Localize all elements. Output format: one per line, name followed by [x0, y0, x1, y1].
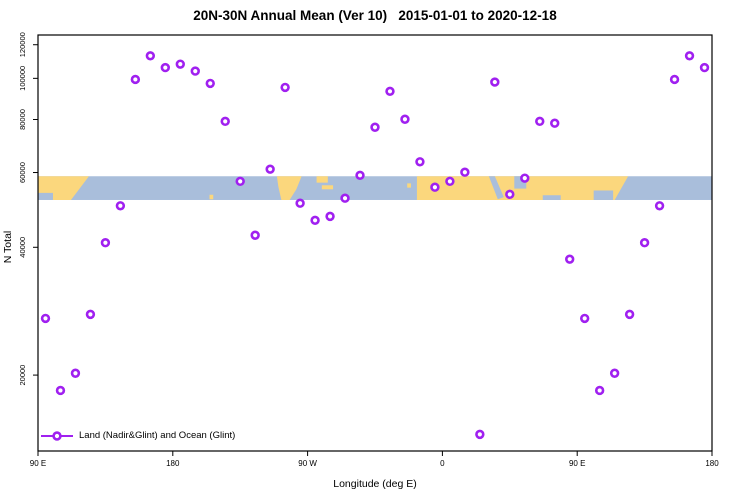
data-point	[250, 230, 260, 240]
x-tick-label: 180	[705, 459, 719, 468]
data-point	[460, 167, 470, 177]
y-tick-label: 20000	[18, 365, 27, 386]
x-axis-label: Longitude (deg E)	[333, 478, 417, 490]
data-point	[699, 62, 710, 73]
data-point	[175, 59, 185, 69]
land-shape-asia-west	[38, 176, 89, 200]
data-point	[594, 385, 605, 396]
x-tick-label: 0	[440, 459, 445, 468]
data-point	[415, 157, 425, 167]
water-cut-red-sea	[488, 176, 504, 200]
y-tick-label: 120000	[18, 32, 27, 57]
data-point	[145, 51, 156, 61]
land-shape-canary	[407, 183, 411, 188]
data-point	[70, 368, 81, 378]
y-tick-label: 100000	[18, 66, 27, 91]
data-point	[505, 189, 515, 200]
data-point	[490, 77, 500, 87]
water-cut-persian-gulf	[514, 176, 527, 189]
data-point	[205, 78, 215, 89]
data-point	[280, 82, 290, 93]
data-point	[85, 309, 96, 320]
data-point	[609, 368, 620, 378]
data-point	[639, 238, 650, 248]
data-point	[295, 198, 305, 208]
data-point	[654, 201, 665, 211]
data-point	[220, 116, 230, 127]
data-point	[40, 313, 51, 324]
data-point	[475, 429, 485, 440]
data-point	[565, 254, 575, 264]
x-tick-label: 180	[166, 459, 180, 468]
data-point	[325, 211, 335, 222]
data-point	[430, 182, 440, 192]
y-tick-label: 60000	[18, 162, 27, 183]
data-point	[669, 74, 680, 85]
data-point	[235, 176, 245, 187]
water-cut-bay-of-bengal	[593, 190, 614, 200]
data-point	[265, 164, 275, 174]
chart-title: 20N-30N Annual Mean (Ver 10) 2015-01-01 …	[193, 8, 557, 23]
data-point	[535, 116, 545, 127]
data-point	[115, 201, 126, 211]
data-point	[370, 122, 380, 132]
legend-label: Land (Nadir&Glint) and Ocean (Glint)	[79, 430, 236, 441]
data-point	[130, 74, 141, 85]
data-point	[190, 66, 200, 76]
land-shape-cuba	[321, 185, 334, 190]
data-point	[100, 238, 111, 248]
data-point	[55, 385, 66, 396]
data-point	[310, 215, 320, 226]
data-point	[445, 176, 455, 187]
data-point	[684, 51, 695, 61]
data-point	[579, 313, 590, 324]
data-point	[624, 309, 635, 320]
y-tick-label: 40000	[18, 237, 27, 258]
y-tick-label: 80000	[18, 109, 27, 130]
legend-marker-circle	[52, 431, 62, 441]
water-cut-arabian-sea	[542, 195, 561, 200]
land-shape-hawaii	[209, 194, 214, 200]
data-point	[400, 114, 410, 124]
data-point	[550, 118, 560, 128]
data-point	[160, 62, 171, 73]
data-point	[385, 86, 395, 97]
data-point	[355, 170, 365, 181]
plot-border	[37, 34, 713, 452]
land-shape-mexico	[276, 176, 302, 200]
y-axis-label: N Total	[2, 230, 14, 264]
data-point	[520, 173, 530, 183]
x-tick-label: 90 E	[30, 459, 46, 468]
land-shape-florida-bahamas	[316, 176, 328, 183]
x-tick-label: 90 E	[569, 459, 585, 468]
x-tick-label: 90 W	[298, 459, 317, 468]
data-point	[340, 193, 350, 203]
